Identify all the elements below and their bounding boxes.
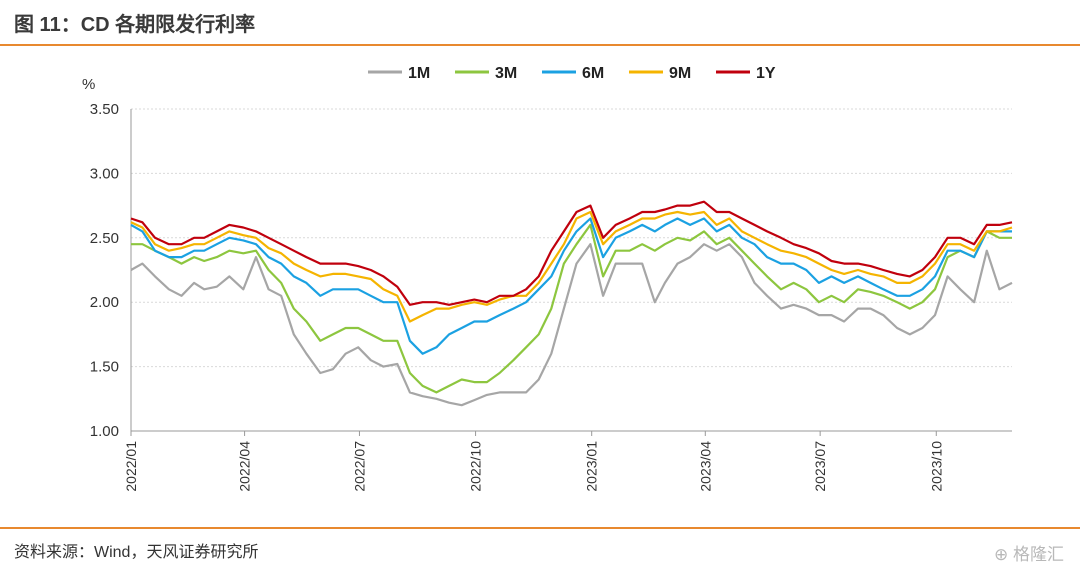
x-tick-label: 2022/01: [123, 441, 139, 492]
x-tick-label: 2023/10: [928, 441, 944, 492]
footer-divider: [0, 527, 1080, 529]
y-unit-label: %: [82, 76, 95, 93]
y-tick-label: 3.00: [90, 165, 119, 182]
legend-label-9m: 9M: [669, 65, 691, 82]
y-tick-label: 1.50: [90, 359, 119, 376]
legend-label-6m: 6M: [582, 65, 604, 82]
x-tick-label: 2022/04: [237, 441, 253, 492]
series-line-3m: [131, 223, 1012, 394]
series-line-9m: [130, 210, 1013, 323]
rate-line-chart: 3.50 3.00 2.50 2.00 1.50 1.00% 2022/01 2022/04 2…: [82, 65, 1013, 492]
x-tick-label: 2022/10: [468, 441, 484, 492]
legend-label-1y: 1Y: [756, 65, 776, 82]
legend-label-3m: 3M: [495, 65, 517, 82]
series-line-1m: [130, 243, 1013, 407]
x-tick-label: 2023/01: [584, 441, 600, 492]
title-divider: [0, 44, 1080, 46]
legend-label-1m: 1M: [408, 65, 430, 82]
y-tick-label: 2.00: [90, 294, 119, 311]
watermark-logo: ⊕ 格隆汇: [994, 540, 1064, 565]
x-tick-label: 2023/04: [697, 441, 713, 492]
source-note: 资料来源：Wind，天风证券研究所: [14, 544, 259, 561]
y-tick-label: 2.50: [90, 230, 119, 247]
y-tick-label: 1.00: [90, 423, 119, 440]
x-tick-label: 2022/07: [351, 441, 367, 492]
series-line-1y: [130, 200, 1013, 306]
y-tick-label: 3.50: [90, 101, 119, 118]
watermark-text: 格隆汇: [1013, 545, 1064, 564]
watermark-icon: ⊕: [994, 545, 1009, 564]
series-line-6m: [130, 217, 1012, 355]
chart-title: 图 11：CD 各期限发行利率: [14, 14, 256, 36]
x-tick-label: 2023/07: [812, 441, 828, 492]
